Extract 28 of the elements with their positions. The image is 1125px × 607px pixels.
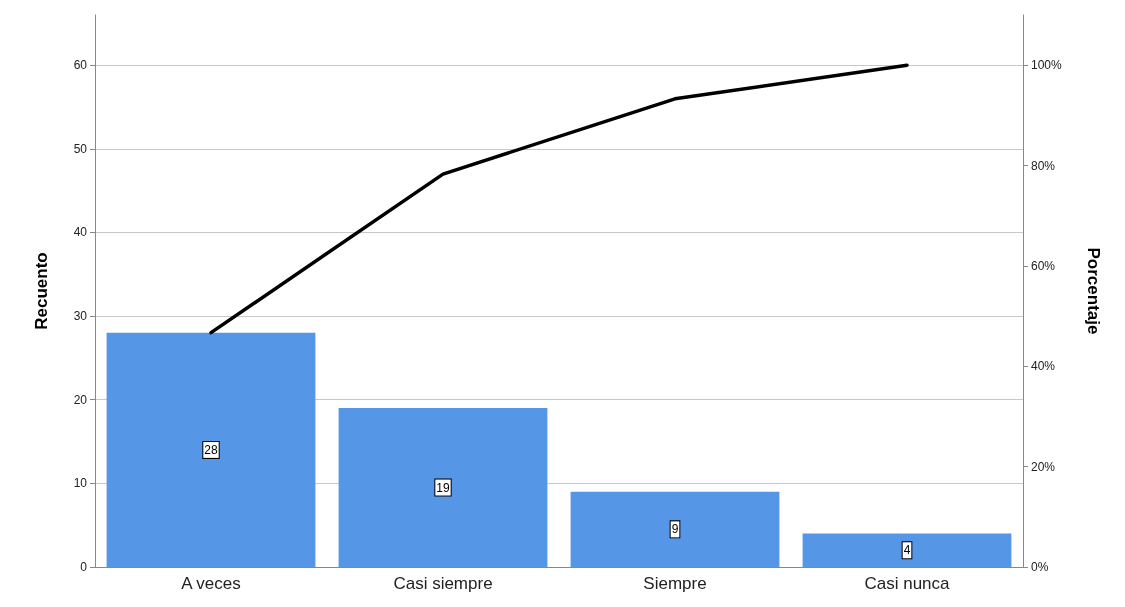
y-tick-label: 60 bbox=[73, 58, 88, 73]
y-axis-title: Recuento bbox=[32, 252, 51, 330]
bar bbox=[106, 332, 316, 567]
y2-axis-title: Porcentaje bbox=[1084, 247, 1103, 335]
y2-tick-label: 100% bbox=[1031, 58, 1063, 73]
y2-tick-label: 20% bbox=[1031, 459, 1056, 474]
y-tick-label: 10 bbox=[73, 476, 88, 491]
data-label: 9 bbox=[671, 522, 679, 537]
y2-tick-label: 60% bbox=[1031, 258, 1056, 273]
y-tick-label: 0 bbox=[80, 560, 88, 574]
x-tick-label: Siempre bbox=[643, 574, 707, 593]
line-series bbox=[209, 63, 909, 335]
bar bbox=[802, 533, 1012, 567]
x-tick-label: Casi nunca bbox=[864, 574, 951, 593]
y-tick-label: 20 bbox=[73, 392, 88, 407]
data-label: 4 bbox=[903, 543, 911, 558]
x-tick-label: Casi siempre bbox=[393, 574, 493, 593]
data-label: 28 bbox=[204, 442, 218, 457]
y2-tick-label: 80% bbox=[1031, 158, 1056, 173]
y2-tick-label: 0% bbox=[1031, 560, 1049, 574]
y-tick-label: 40 bbox=[73, 225, 88, 240]
x-tick-label: A veces bbox=[181, 574, 241, 593]
bar bbox=[570, 491, 780, 567]
data-label: 19 bbox=[436, 480, 450, 495]
bar bbox=[338, 408, 548, 567]
y-tick-label: 50 bbox=[73, 141, 88, 156]
y2-tick-label: 40% bbox=[1031, 359, 1056, 374]
y-tick-label: 30 bbox=[73, 309, 88, 324]
